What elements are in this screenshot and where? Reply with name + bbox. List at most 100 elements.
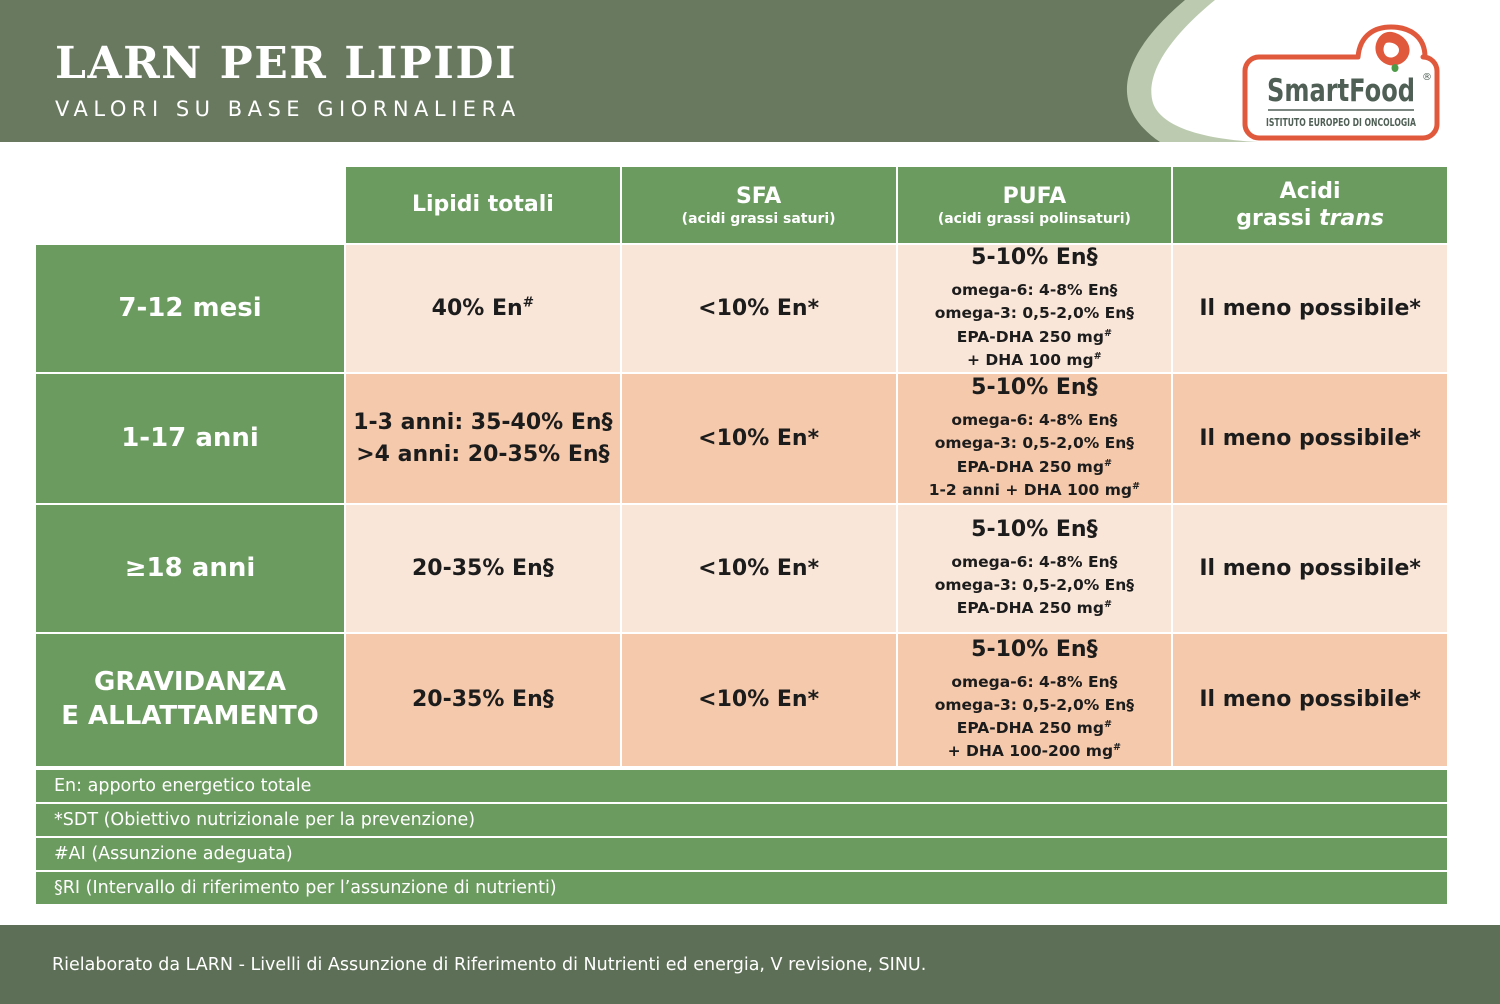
column-label: Acidi bbox=[1279, 178, 1341, 204]
cell-pufa-1-17-anni: 5-10% En§ omega-6: 4-8% En§ omega-3: 0,5… bbox=[897, 374, 1172, 503]
column-header-lipidi-totali: Lipidi totali bbox=[346, 167, 620, 243]
cell-value: <10% En* bbox=[698, 295, 820, 321]
pufa-line-text: omega-6: 4-8% En§ bbox=[951, 281, 1118, 299]
source-text: Rielaborato da LARN - Livelli di Assunzi… bbox=[52, 954, 927, 975]
row-label-18-anni: ≥18 anni bbox=[36, 505, 344, 632]
column-label-trans-italic: trans bbox=[1319, 206, 1385, 231]
column-label: Lipidi totali bbox=[411, 192, 554, 218]
cell-value: Il meno possibile* bbox=[1199, 425, 1421, 451]
row-label-7-12-mesi: 7-12 mesi bbox=[36, 245, 344, 372]
cell-text: 20-35% En§ bbox=[411, 555, 554, 581]
pufa-line: omega-3: 0,5-2,0% En§ bbox=[935, 302, 1134, 325]
cell-sfa-gravidanza: <10% En* bbox=[621, 634, 896, 766]
cell-sfa-18-anni: <10% En* bbox=[621, 505, 896, 632]
cell-value: 1-3 anni: 35-40% En§ >4 anni: 20-35% En§ bbox=[353, 407, 612, 471]
pufa-line: EPA-DHA 250 mg# bbox=[957, 326, 1112, 349]
column-label-line2-text: grassi bbox=[1236, 206, 1320, 231]
cell-trans-gravidanza: Il meno possibile* bbox=[1173, 634, 1447, 766]
cell-trans-1-17-anni: Il meno possibile* bbox=[1173, 374, 1447, 503]
cell-trans-7-12-mesi: Il meno possibile* bbox=[1173, 245, 1447, 372]
larn-lipidi-table: Lipidi totali SFA (acidi grassi saturi) … bbox=[36, 167, 1447, 766]
pufa-line-superscript: # bbox=[1103, 327, 1112, 339]
footnote-ri: §RI (Intervallo di riferimento per l’ass… bbox=[36, 872, 1447, 904]
cell-value: <10% En* bbox=[698, 687, 820, 713]
pufa-line-superscript: # bbox=[1103, 598, 1112, 610]
pufa-line-text: omega-3: 0,5-2,0% En§ bbox=[934, 695, 1135, 714]
pufa-line-superscript: # bbox=[1131, 480, 1141, 492]
pufa-line-superscript: # bbox=[1103, 457, 1112, 469]
pufa-line-text: omega-3: 0,5-2,0% En§ bbox=[934, 575, 1135, 594]
pufa-line: omega-3: 0,5-2,0% En§ bbox=[935, 574, 1134, 597]
pufa-line-text: EPA-DHA 250 mg bbox=[956, 599, 1104, 618]
cell-lipidi-1-17-anni: 1-3 anni: 35-40% En§ >4 anni: 20-35% En§ bbox=[346, 374, 620, 503]
page-subtitle: VALORI SU BASE GIORNALIERA bbox=[55, 97, 521, 121]
cell-text: 20-35% En§ bbox=[411, 687, 554, 713]
pufa-line-text: omega-3: 0,5-2,0% En§ bbox=[934, 434, 1135, 453]
pufa-headline: 5-10% En§ bbox=[971, 516, 1098, 542]
cell-pufa-7-12-mesi: 5-10% En§ omega-6: 4-8% En§ omega-3: 0,5… bbox=[897, 245, 1172, 372]
pufa-line-text: EPA-DHA 250 mg bbox=[956, 457, 1104, 476]
cell-sfa-1-17-anni: <10% En* bbox=[621, 374, 896, 503]
column-header-acidi-grassi-trans: Acidi grassi trans bbox=[1173, 167, 1447, 243]
column-label: PUFA bbox=[1002, 183, 1067, 209]
smartfood-logo: SmartFood ® ISTITUTO EUROPEO DI ONCOLOGI… bbox=[1242, 24, 1440, 141]
pufa-line-text: omega-3: 0,5-2,0% En§ bbox=[934, 304, 1135, 323]
pufa-line: omega-6: 4-8% En§ bbox=[951, 409, 1117, 432]
page-title: LARN PER LIPIDI bbox=[55, 38, 518, 89]
page-header: LARN PER LIPIDI VALORI SU BASE GIORNALIE… bbox=[0, 0, 1500, 142]
cell-trans-18-anni: Il meno possibile* bbox=[1173, 505, 1447, 632]
column-sublabel: (acidi grassi saturi) bbox=[681, 211, 836, 228]
logo-fruit-inner bbox=[1383, 42, 1399, 58]
pufa-line-text: omega-6: 4-8% En§ bbox=[951, 411, 1118, 429]
cell-value: 40% En# bbox=[432, 293, 534, 325]
column-sublabel: (acidi grassi polinsaturi) bbox=[937, 211, 1131, 228]
header-background-curve bbox=[0, 0, 1258, 142]
cell-pufa-gravidanza: 5-10% En§ omega-6: 4-8% En§ omega-3: 0,5… bbox=[897, 634, 1172, 766]
pufa-line-superscript: # bbox=[1113, 742, 1122, 754]
cell-lipidi-18-anni: 20-35% En§ bbox=[346, 505, 620, 632]
column-header-pufa: PUFA (acidi grassi polinsaturi) bbox=[897, 167, 1172, 243]
pufa-line-text: EPA-DHA 250 mg bbox=[956, 327, 1104, 346]
cell-value: <10% En* bbox=[698, 555, 820, 581]
logo-leaf-icon bbox=[1391, 64, 1399, 72]
cell-text: 1-3 anni: 35-40% En§ >4 anni: 20-35% En§ bbox=[353, 409, 613, 467]
logo-registered-mark: ® bbox=[1422, 72, 1432, 83]
cell-sfa-7-12-mesi: <10% En* bbox=[621, 245, 896, 372]
cell-value: Il meno possibile* bbox=[1199, 687, 1421, 713]
footnote-en: En: apporto energetico totale bbox=[36, 770, 1447, 802]
logo-tagline: ISTITUTO EUROPEO DI ONCOLOGIA bbox=[1266, 116, 1416, 129]
table-corner-spacer bbox=[36, 167, 344, 243]
row-label-1-17-anni: 1-17 anni bbox=[36, 374, 344, 503]
pufa-line-text: omega-6: 4-8% En§ bbox=[951, 552, 1118, 571]
pufa-line: EPA-DHA 250 mg# bbox=[957, 717, 1112, 740]
pufa-headline: 5-10% En§ bbox=[971, 245, 1098, 270]
pufa-line-text: EPA-DHA 250 mg bbox=[956, 719, 1104, 737]
cell-lipidi-gravidanza: 20-35% En§ bbox=[346, 634, 620, 766]
title-block: LARN PER LIPIDI VALORI SU BASE GIORNALIE… bbox=[55, 42, 521, 120]
cell-value: Il meno possibile* bbox=[1199, 295, 1421, 321]
pufa-line-superscript: # bbox=[1103, 718, 1112, 730]
logo-brand-text: SmartFood bbox=[1267, 73, 1415, 109]
pufa-line-superscript: # bbox=[1093, 350, 1102, 362]
pufa-line: omega-6: 4-8% En§ bbox=[951, 671, 1117, 694]
column-label: SFA bbox=[735, 183, 782, 209]
cell-text: 40% En bbox=[431, 295, 523, 321]
pufa-line: + DHA 100-200 mg# bbox=[948, 740, 1121, 763]
column-label-line2: grassi trans bbox=[1236, 205, 1384, 233]
pufa-headline: 5-10% En§ bbox=[971, 375, 1098, 400]
pufa-line: omega-3: 0,5-2,0% En§ bbox=[935, 694, 1134, 717]
footnote-ai: #AI (Assunzione adeguata) bbox=[36, 838, 1447, 870]
row-label-gravidanza-allattamento: GRAVIDANZA E ALLATTAMENTO bbox=[36, 634, 344, 766]
column-header-sfa: SFA (acidi grassi saturi) bbox=[621, 167, 896, 243]
footnotes: En: apporto energetico totale *SDT (Obie… bbox=[36, 770, 1447, 904]
cell-value: Il meno possibile* bbox=[1199, 555, 1421, 581]
source-bar: Rielaborato da LARN - Livelli di Assunzi… bbox=[0, 925, 1500, 1004]
pufa-line: EPA-DHA 250 mg# bbox=[957, 456, 1112, 479]
pufa-line: + DHA 100 mg# bbox=[967, 349, 1102, 372]
pufa-line: omega-6: 4-8% En§ bbox=[951, 279, 1117, 302]
pufa-line-text: omega-6: 4-8% En§ bbox=[951, 672, 1118, 691]
cell-superscript: # bbox=[522, 294, 535, 311]
pufa-line-text: + DHA 100 mg bbox=[967, 350, 1094, 369]
cell-value: 20-35% En§ bbox=[412, 553, 554, 585]
pufa-line: omega-6: 4-8% En§ bbox=[951, 551, 1117, 574]
